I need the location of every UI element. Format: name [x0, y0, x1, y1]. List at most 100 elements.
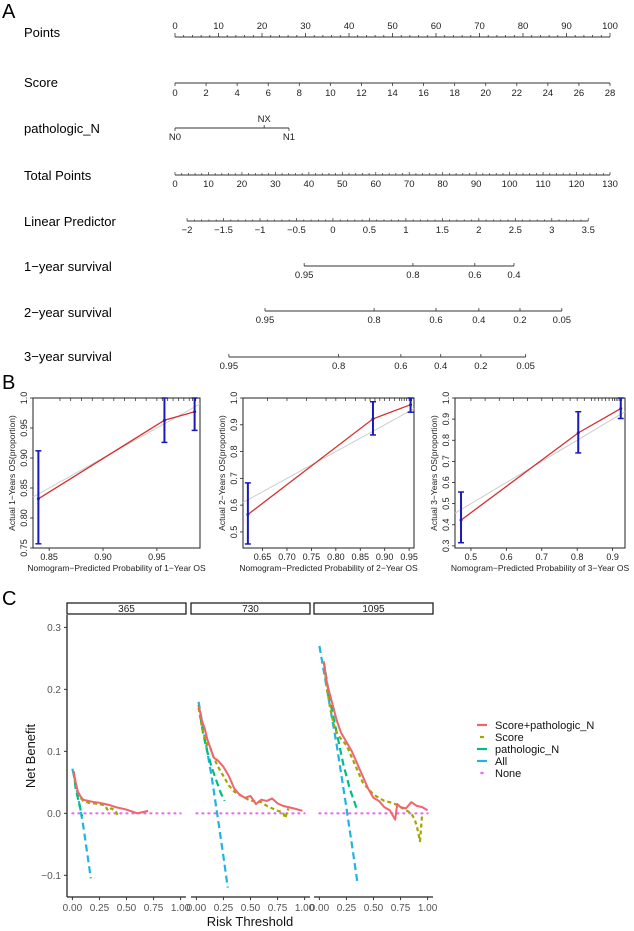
survival-tick-label: 0.8	[406, 270, 419, 281]
panel-letter-a: A	[2, 1, 16, 23]
nomogram-row-label: Points	[24, 25, 61, 40]
x-tick-label: 0.00	[63, 903, 83, 914]
score-tick-label: 14	[387, 88, 398, 99]
points-tick-label: 90	[561, 21, 572, 32]
plot-frame	[242, 397, 415, 549]
legend-label: None	[495, 768, 521, 780]
x-tick-label: 1.00	[418, 903, 438, 914]
linear-predictor-tick-label: 1	[403, 225, 408, 236]
points-tick-label: 100	[602, 21, 618, 32]
linear-predictor-tick-label: −1	[255, 225, 266, 236]
calibration-plot-3-year: 0.5 0.6 0.7 0.8 0.9 0.3 0.4 0.5 0.6 0.7 0.8 0.9 1.0 N…	[429, 392, 629, 573]
legend-label: All	[495, 756, 507, 768]
x-tick-label: 0.75	[268, 903, 288, 914]
panel-letter-b: B	[2, 372, 15, 394]
x-axis-title: Nomogram−Predicted Probability of 2−Year…	[239, 563, 418, 573]
total-points-tick-label: 100	[502, 179, 518, 190]
points-tick-label: 20	[257, 21, 268, 32]
points-tick-label: 50	[387, 21, 398, 32]
calibration-point	[162, 418, 166, 422]
net-benefit-curve-score-pathologic-n	[197, 704, 303, 812]
y-tick-label: 0.8	[229, 445, 239, 458]
x-tick-label: 0.75	[144, 903, 164, 914]
y-tick-label: −0.1	[41, 871, 61, 882]
nomogram-row-label: Score	[24, 75, 58, 90]
x-tick-label: 0.8	[571, 552, 584, 562]
x-tick-label: 0.00	[187, 903, 207, 914]
score-tick-label: 28	[605, 88, 616, 99]
x-tick-label: 0.70	[278, 552, 296, 562]
y-tick-label: 0.90	[19, 449, 29, 467]
score-tick-label: 20	[480, 88, 491, 99]
calibration-plot-1-year: 0.85 0.90 0.95 0.75 0.80 0.85 0.90 0.95 1.0 Nomog…	[7, 392, 206, 573]
score-tick-label: 0	[172, 88, 177, 99]
survival-tick-label: 0.95	[256, 315, 275, 326]
y-tick-label: 1.0	[229, 392, 239, 405]
y-tick-label: 0.85	[19, 479, 29, 497]
facet-strip-label: 1095	[362, 604, 385, 615]
x-axis-title: Nomogram−Predicted Probability of 3−Year…	[451, 563, 630, 573]
survival-tick-label: 0.8	[332, 361, 345, 372]
pathologic-n-level-label: N1	[283, 132, 295, 143]
calibration-point	[371, 417, 375, 421]
x-tick-label: 0.95	[400, 552, 418, 562]
nomogram-row-label: Linear Predictor	[24, 214, 116, 229]
x-tick-label: 0.25	[214, 903, 234, 914]
decision-curve-panel: −0.1 0.0 0.1 0.2 0.3 Net Benefit 365 0.00 0.25 0.…	[23, 602, 594, 929]
survival-tick-label: 0.4	[507, 270, 520, 281]
score-tick-label: 22	[511, 88, 522, 99]
x-tick-label: 0.5	[465, 552, 478, 562]
survival-tick-label: 0.2	[513, 315, 526, 326]
facet-strip	[190, 602, 311, 615]
survival-tick-label: 0.4	[434, 361, 447, 372]
y-tick-label: 0.2	[47, 685, 61, 696]
facet-strip	[66, 602, 187, 615]
linear-predictor-tick-label: 0.5	[363, 225, 376, 236]
total-points-tick-label: 120	[569, 179, 585, 190]
survival-tick-label: 0.8	[367, 315, 380, 326]
x-tick-label: 0.75	[303, 552, 321, 562]
total-points-tick-label: 70	[404, 179, 415, 190]
score-tick-label: 12	[356, 88, 367, 99]
survival-tick-label: 0.95	[295, 270, 314, 281]
calibration-point	[193, 410, 197, 414]
legend-label: Score	[495, 732, 524, 744]
score-tick-label: 24	[543, 88, 554, 99]
total-points-tick-label: 130	[602, 179, 618, 190]
y-tick-label: 0.7	[229, 472, 239, 485]
total-points-tick-label: 50	[337, 179, 348, 190]
calibration-point	[459, 518, 463, 522]
calibration-point	[409, 403, 413, 407]
calibration-point	[36, 497, 40, 501]
x-tick-label: 0.65	[254, 552, 272, 562]
nomogram-row-label: pathologic_N	[24, 121, 100, 136]
linear-predictor-tick-label: 1.5	[436, 225, 449, 236]
y-tick-label: 0.0	[47, 809, 61, 820]
total-points-tick-label: 10	[203, 179, 214, 190]
points-tick-label: 0	[172, 21, 177, 32]
facet-strip	[313, 602, 434, 615]
survival-tick-label: 0.2	[474, 361, 487, 372]
net-benefit-curve-score-pathologic-n	[72, 770, 149, 815]
pathologic-n-level-label: NX	[258, 114, 272, 125]
linear-predictor-tick-label: −0.5	[287, 225, 306, 236]
y-axis-title: Actual 2−Years OS(proportion)	[217, 415, 227, 531]
y-tick-label: 0.3	[47, 623, 61, 634]
x-tick-label: 0.80	[327, 552, 345, 562]
y-tick-label: 0.9	[441, 413, 451, 426]
x-tick-label: 0.7	[536, 552, 549, 562]
survival-tick-label: 0.6	[429, 315, 442, 326]
nomogram-row-label: 3−year survival	[24, 349, 112, 364]
linear-predictor-tick-label: 2	[476, 225, 481, 236]
y-tick-label: 0.5	[441, 497, 451, 510]
y-axis-title: Actual 3−Years OS(proportion)	[429, 415, 439, 531]
score-tick-label: 2	[203, 88, 208, 99]
total-points-tick-label: 110	[535, 179, 550, 190]
total-points-tick-label: 0	[172, 179, 177, 190]
facet-strip-label: 365	[118, 604, 135, 615]
calibration-point	[619, 407, 623, 411]
y-tick-label: 1.0	[441, 392, 451, 405]
legend-label: Score+pathologic_N	[495, 720, 594, 732]
points-tick-label: 40	[344, 21, 355, 32]
points-tick-label: 80	[518, 21, 529, 32]
